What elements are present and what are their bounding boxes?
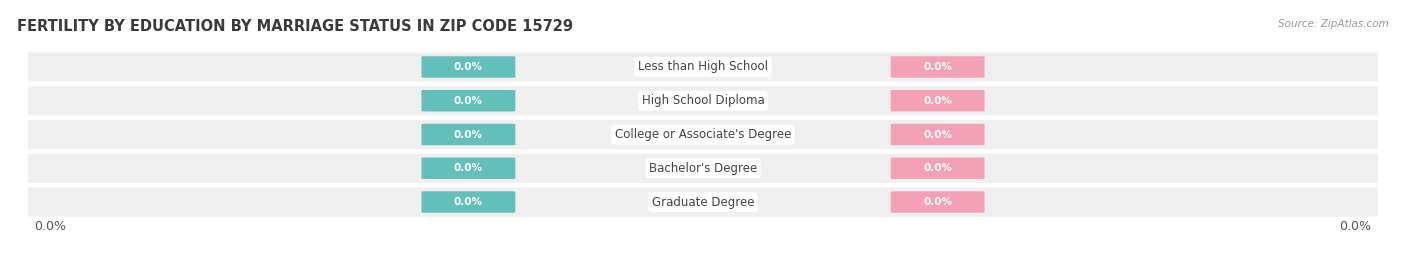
FancyBboxPatch shape	[25, 118, 1381, 151]
Text: 0.0%: 0.0%	[924, 163, 952, 173]
Text: Less than High School: Less than High School	[638, 61, 768, 73]
FancyBboxPatch shape	[25, 152, 1381, 185]
Text: 0.0%: 0.0%	[35, 220, 66, 233]
Text: Bachelor's Degree: Bachelor's Degree	[650, 162, 756, 175]
Text: 0.0%: 0.0%	[924, 129, 952, 140]
Text: College or Associate's Degree: College or Associate's Degree	[614, 128, 792, 141]
Text: 0.0%: 0.0%	[454, 96, 482, 106]
Text: 0.0%: 0.0%	[454, 163, 482, 173]
Text: 0.0%: 0.0%	[454, 197, 482, 207]
Text: High School Diploma: High School Diploma	[641, 94, 765, 107]
Text: 0.0%: 0.0%	[1340, 220, 1371, 233]
FancyBboxPatch shape	[422, 124, 516, 145]
Text: 0.0%: 0.0%	[454, 62, 482, 72]
Text: Source: ZipAtlas.com: Source: ZipAtlas.com	[1278, 19, 1389, 29]
FancyBboxPatch shape	[890, 158, 984, 179]
Text: FERTILITY BY EDUCATION BY MARRIAGE STATUS IN ZIP CODE 15729: FERTILITY BY EDUCATION BY MARRIAGE STATU…	[17, 19, 572, 34]
FancyBboxPatch shape	[25, 51, 1381, 83]
FancyBboxPatch shape	[890, 90, 984, 111]
Text: 0.0%: 0.0%	[924, 96, 952, 106]
Text: Graduate Degree: Graduate Degree	[652, 196, 754, 208]
FancyBboxPatch shape	[422, 158, 516, 179]
FancyBboxPatch shape	[25, 186, 1381, 218]
FancyBboxPatch shape	[890, 56, 984, 78]
FancyBboxPatch shape	[890, 124, 984, 145]
Text: 0.0%: 0.0%	[924, 197, 952, 207]
FancyBboxPatch shape	[422, 90, 516, 111]
FancyBboxPatch shape	[422, 56, 516, 78]
FancyBboxPatch shape	[890, 191, 984, 213]
Text: 0.0%: 0.0%	[454, 129, 482, 140]
FancyBboxPatch shape	[25, 84, 1381, 117]
FancyBboxPatch shape	[422, 191, 516, 213]
Text: 0.0%: 0.0%	[924, 62, 952, 72]
